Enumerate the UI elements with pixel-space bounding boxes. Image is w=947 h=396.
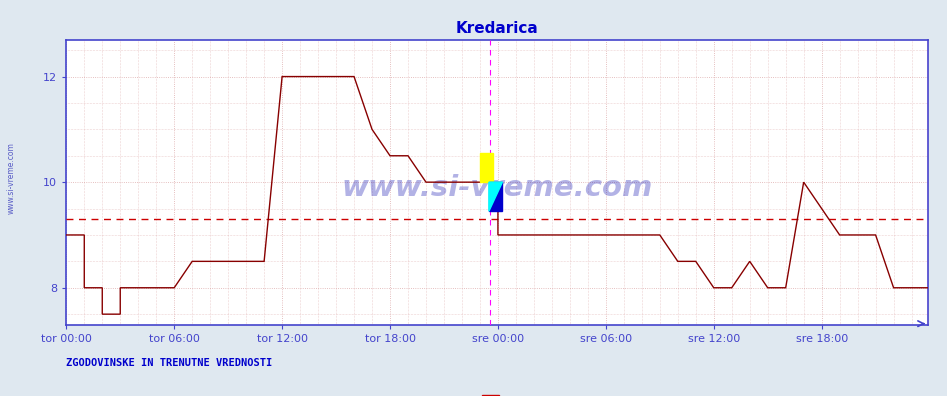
- Bar: [489, 182, 503, 211]
- Polygon shape: [489, 182, 503, 211]
- Title: Kredarica: Kredarica: [456, 21, 539, 36]
- Text: www.si-vreme.com: www.si-vreme.com: [342, 174, 652, 202]
- Legend: temperatura [C]: temperatura [C]: [477, 391, 603, 396]
- Text: www.si-vreme.com: www.si-vreme.com: [7, 142, 16, 214]
- Text: ZGODOVINSKE IN TRENUTNE VREDNOSTI: ZGODOVINSKE IN TRENUTNE VREDNOSTI: [66, 358, 273, 368]
- Bar: [480, 153, 493, 182]
